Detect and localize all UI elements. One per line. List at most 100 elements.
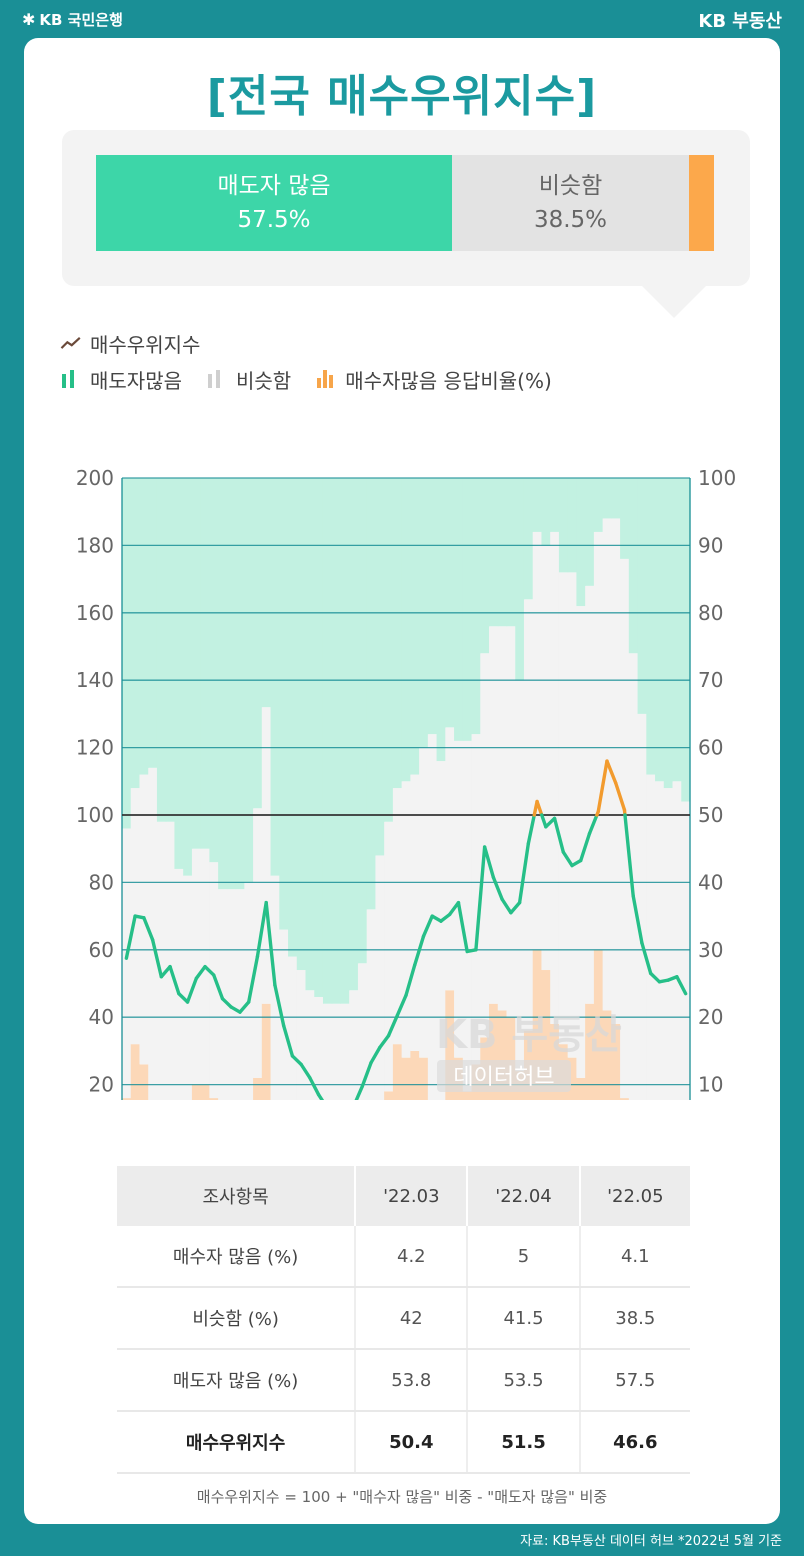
- summary-box: 매도자 많음 57.5% 비슷함 38.5%: [62, 130, 750, 286]
- similar-bar: [558, 572, 569, 1045]
- index-line-segment: [544, 816, 557, 829]
- sell-bar: [558, 478, 569, 573]
- gray-bars-icon: [206, 370, 228, 388]
- buy-bar: [410, 1050, 420, 1100]
- similar-bar: [532, 531, 543, 950]
- buy-bar: [261, 1003, 272, 1100]
- sell-bar: [357, 478, 368, 964]
- sell-bar: [602, 478, 612, 519]
- legend-buy-label: 매수자많음 응답비율(%): [345, 368, 552, 393]
- sell-bar: [454, 478, 464, 741]
- index-point: [168, 965, 172, 968]
- legend-sell: 매도자많음: [60, 365, 182, 394]
- index-point: [632, 894, 635, 898]
- index-point: [133, 914, 137, 918]
- table-cell: 57.5: [579, 1349, 690, 1412]
- sell-bar: [200, 478, 210, 849]
- index-line-segment: [212, 973, 225, 1001]
- index-point: [387, 1034, 390, 1037]
- sell-bar: [620, 478, 630, 559]
- similar-bar: [585, 585, 595, 1004]
- index-line-segment: [159, 964, 172, 979]
- index-point: [684, 992, 687, 995]
- similar-bar: [296, 970, 307, 1100]
- source-footer: 자료: KB부동산 데이터 허브 *2022년 5월 기준: [520, 1534, 782, 1549]
- similar-bar: [655, 781, 665, 1100]
- index-point: [404, 994, 408, 997]
- similar-bar: [122, 828, 132, 1099]
- sell-bar: [392, 478, 403, 789]
- similar-bar: [445, 727, 455, 991]
- sell-bar: [165, 478, 176, 822]
- index-point: [422, 935, 425, 938]
- summary-sell-label: 매도자 많음: [217, 173, 331, 199]
- buy-bar: [602, 1010, 612, 1100]
- table-header-row: 조사항목 '22.03 '22.04 '22.05: [117, 1166, 690, 1226]
- buy-bar: [392, 1044, 403, 1100]
- table-cell: 매수자 많음 (%): [117, 1226, 357, 1288]
- index-line-segment: [281, 1023, 295, 1058]
- table-row: 비슷함 (%) 42 41.5 38.5: [117, 1287, 690, 1350]
- index-line-segment: [238, 1000, 251, 1014]
- table-cell: 4.1: [579, 1226, 690, 1288]
- sell-bar: [489, 478, 499, 627]
- similar-bar: [244, 882, 254, 1100]
- index-point: [666, 978, 670, 982]
- index-line-segment: [404, 963, 417, 997]
- bank-logo: ✱ KB 국민은행: [22, 9, 123, 30]
- summary-bar: 매도자 많음 57.5% 비슷함 38.5%: [96, 155, 714, 251]
- kb-star-icon: ✱: [22, 10, 36, 29]
- index-point: [230, 1005, 233, 1009]
- sell-bar: [218, 478, 228, 890]
- y-right-tick-label: 100: [698, 466, 736, 490]
- index-point: [282, 1024, 285, 1027]
- y-right-tick-label: 30: [698, 938, 723, 962]
- index-point: [474, 948, 478, 951]
- index-line-segment: [220, 996, 233, 1009]
- top-bar: ✱ KB 국민은행 KB 부동산: [0, 0, 804, 38]
- sell-bar: [270, 478, 280, 876]
- index-point: [256, 955, 259, 958]
- sell-bar: [462, 478, 473, 741]
- similar-bar: [646, 774, 656, 1100]
- legend-sell-label: 매도자많음: [90, 368, 182, 393]
- sell-bar: [322, 478, 333, 1004]
- similar-bar: [419, 747, 429, 1058]
- similar-bar: [357, 963, 368, 1100]
- table-cell: 51.5: [467, 1411, 581, 1474]
- index-point: [570, 864, 574, 867]
- index-line-segment: [378, 1034, 391, 1050]
- index-line-segment: [386, 1013, 399, 1038]
- y-right-tick-label: 50: [698, 803, 723, 827]
- index-point: [544, 825, 548, 828]
- index-point: [588, 832, 591, 835]
- index-line-segment: [255, 900, 268, 959]
- data-table: 조사항목 '22.03 '22.04 '22.05 매수자 많음 (%) 4.2…: [117, 1166, 690, 1474]
- buy-bar: [593, 949, 604, 1100]
- y-left-tick-label: 200: [76, 466, 114, 490]
- index-point: [492, 876, 495, 879]
- table-cell: 50.4: [355, 1411, 469, 1474]
- index-chart: KB 부동산 데이터허브 002010402060308040100501206…: [76, 466, 736, 1100]
- sell-bar: [497, 478, 508, 627]
- sell-bar: [279, 478, 289, 930]
- table-cell: 매수우위지수: [117, 1411, 357, 1474]
- sell-bar: [209, 478, 219, 863]
- index-point: [518, 901, 521, 904]
- buy-bar: [506, 1017, 516, 1100]
- y-left-tick-label: 100: [76, 803, 114, 827]
- similar-bar: [593, 531, 604, 950]
- page-title: [전국 매수우위지수]: [206, 71, 598, 122]
- table-cell: 비슷함 (%): [117, 1287, 357, 1350]
- index-point: [396, 1014, 399, 1017]
- y-left-tick-label: 180: [76, 533, 114, 557]
- index-point: [605, 759, 609, 763]
- buy-bar: [462, 1091, 473, 1100]
- similar-bar: [384, 821, 394, 1092]
- sell-bar: [253, 478, 263, 809]
- similar-bar: [261, 707, 272, 1004]
- y-right-tick-label: 10: [698, 1073, 723, 1097]
- summary-similar-segment: 비슷함 38.5%: [452, 155, 689, 251]
- sell-bar: [410, 478, 420, 775]
- index-point: [675, 975, 679, 978]
